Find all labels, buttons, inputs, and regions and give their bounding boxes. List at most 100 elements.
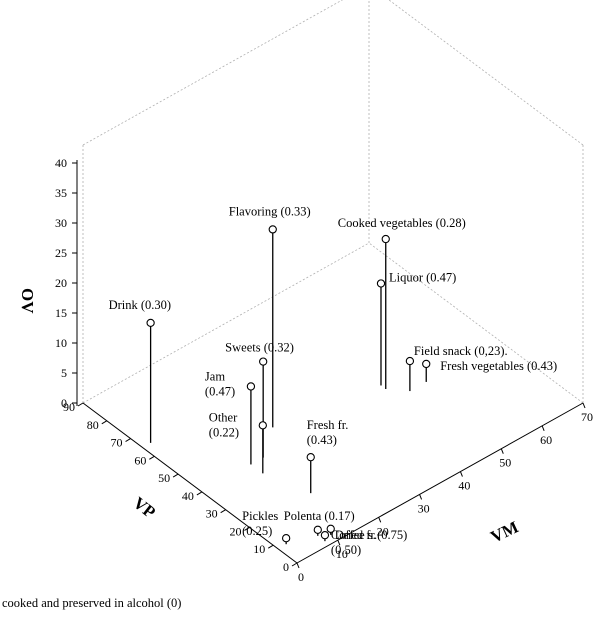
y-tick-label: 70: [111, 436, 123, 450]
x-tick-mark: [419, 494, 423, 500]
y-tick-mark: [244, 527, 250, 531]
x-axis-label: VM: [488, 517, 522, 546]
point-label-line: Other: [209, 410, 238, 424]
point-label: cooked and preserved in alcohol (0): [2, 596, 181, 610]
x-tick-label: 30: [418, 501, 430, 515]
x-tick-label: 70: [581, 410, 593, 424]
y-tick-mark: [149, 455, 155, 460]
y-tick-mark: [172, 473, 179, 478]
box-edge-3: [82, 0, 344, 146]
point-marker: [268, 225, 277, 234]
point-marker: [246, 382, 256, 391]
z-tick-label: 25: [55, 246, 67, 260]
point-marker: [376, 279, 386, 288]
x-axis-line: [296, 402, 584, 564]
point-label-line: Jam: [205, 369, 225, 383]
point-marker: [381, 234, 390, 244]
point-label-line: (0.43): [307, 433, 337, 447]
x-tick-label: 60: [540, 433, 552, 447]
z-tick-label: 20: [55, 276, 67, 290]
box-edge-4: [388, 0, 584, 146]
y-tick-label: 50: [158, 471, 170, 485]
point-labels: Flavoring (0.33) Cooked vegetables (0.28)…: [2, 204, 557, 610]
y-tick-label: 20: [229, 524, 241, 538]
point-label: Flavoring (0.33): [229, 204, 311, 218]
x-tick-mark: [337, 539, 341, 546]
z-tick-label: 35: [55, 186, 67, 200]
y-tick-label: 0: [283, 560, 289, 574]
point-label: Fresh fr. (0.43): [307, 418, 349, 447]
point-marker: [326, 524, 335, 533]
z-tick-label: 5: [61, 366, 67, 380]
point-label: Coffee s. (0.50): [331, 528, 376, 557]
x-tick-label: 50: [499, 456, 511, 470]
point-label: Cooked vegetables (0.28): [338, 216, 466, 230]
x-tick-label: 0: [298, 570, 304, 584]
x-tick-mark: [541, 425, 545, 432]
y-tick-label: 10: [253, 542, 265, 556]
y-tick-mark: [77, 402, 84, 407]
y-tick-mark: [101, 420, 108, 425]
x-tick-mark: [296, 562, 300, 569]
box-edge-6: [82, 242, 370, 404]
x-tick-label: 20: [377, 524, 389, 538]
point-label-line: (0.50): [331, 543, 361, 557]
point-marker: [306, 453, 315, 462]
box-frame: [82, 0, 584, 404]
y-tick-mark: [220, 509, 226, 514]
x-tick-mark: [459, 471, 463, 477]
y-tick-mark: [196, 491, 203, 496]
point-label: Fresh vegetables (0.43): [440, 359, 557, 373]
point-marker: [313, 525, 322, 534]
tick-labels: 0102030405060700102030405060708090051015…: [55, 156, 593, 584]
point-marker: [146, 318, 155, 328]
y-tick-label: 60: [134, 453, 146, 467]
point-label-line: Pickles: [242, 509, 278, 523]
point-label: Field snack (0,23).: [414, 344, 508, 358]
z-tick-label: 10: [55, 336, 67, 350]
point-label: Polenta (0.17): [284, 509, 355, 523]
point-label: Pickles (0.25): [242, 509, 278, 538]
y-tick-mark: [125, 438, 131, 442]
stems: [149, 229, 427, 545]
z-tick-label: 40: [55, 156, 67, 170]
point-label-line: (0.25): [242, 524, 272, 538]
x-tick-mark: [500, 448, 504, 454]
point-label: Sweets (0.32): [225, 341, 294, 355]
y-tick-label: 90: [63, 400, 75, 414]
z-tick-label: 0: [61, 396, 67, 410]
y-tick-label: 40: [182, 489, 194, 503]
point-label: Drink (0.30): [109, 298, 172, 312]
x-tick-label: 10: [336, 547, 348, 561]
point-marker: [405, 356, 415, 366]
point-marker: [422, 359, 431, 369]
point-label-line: Fresh fr.: [307, 418, 349, 432]
point-label: Liquor (0.47): [389, 270, 456, 284]
point-label-line: (0.47): [205, 384, 235, 398]
point-label: Jam (0.47): [205, 369, 235, 398]
x-tick-label: 40: [458, 479, 470, 493]
y-tick-label: 30: [206, 507, 218, 521]
y-axis-line: [82, 402, 298, 564]
point-label-line: Coffee s.: [331, 528, 376, 542]
x-tick-mark: [378, 517, 382, 523]
z-tick-label: 30: [55, 216, 67, 230]
y-tick-mark: [291, 562, 298, 567]
point-marker: [281, 534, 291, 543]
point-marker: [259, 357, 268, 366]
x-tick-mark: [582, 402, 586, 409]
y-tick-label: 80: [87, 418, 99, 432]
point-label-line: (0.22): [209, 425, 239, 439]
axes: [72, 160, 586, 569]
y-axis-label: VP: [130, 493, 160, 522]
z-tick-label: 15: [55, 306, 67, 320]
markers: [146, 225, 431, 543]
point-label: Dried fr.(0.75): [335, 528, 408, 542]
point-label: Other (0.22): [209, 410, 239, 439]
point-marker: [320, 531, 330, 540]
point-marker: [258, 421, 267, 430]
z-axis-label: ΟV: [18, 288, 37, 314]
y-tick-mark: [267, 544, 274, 549]
